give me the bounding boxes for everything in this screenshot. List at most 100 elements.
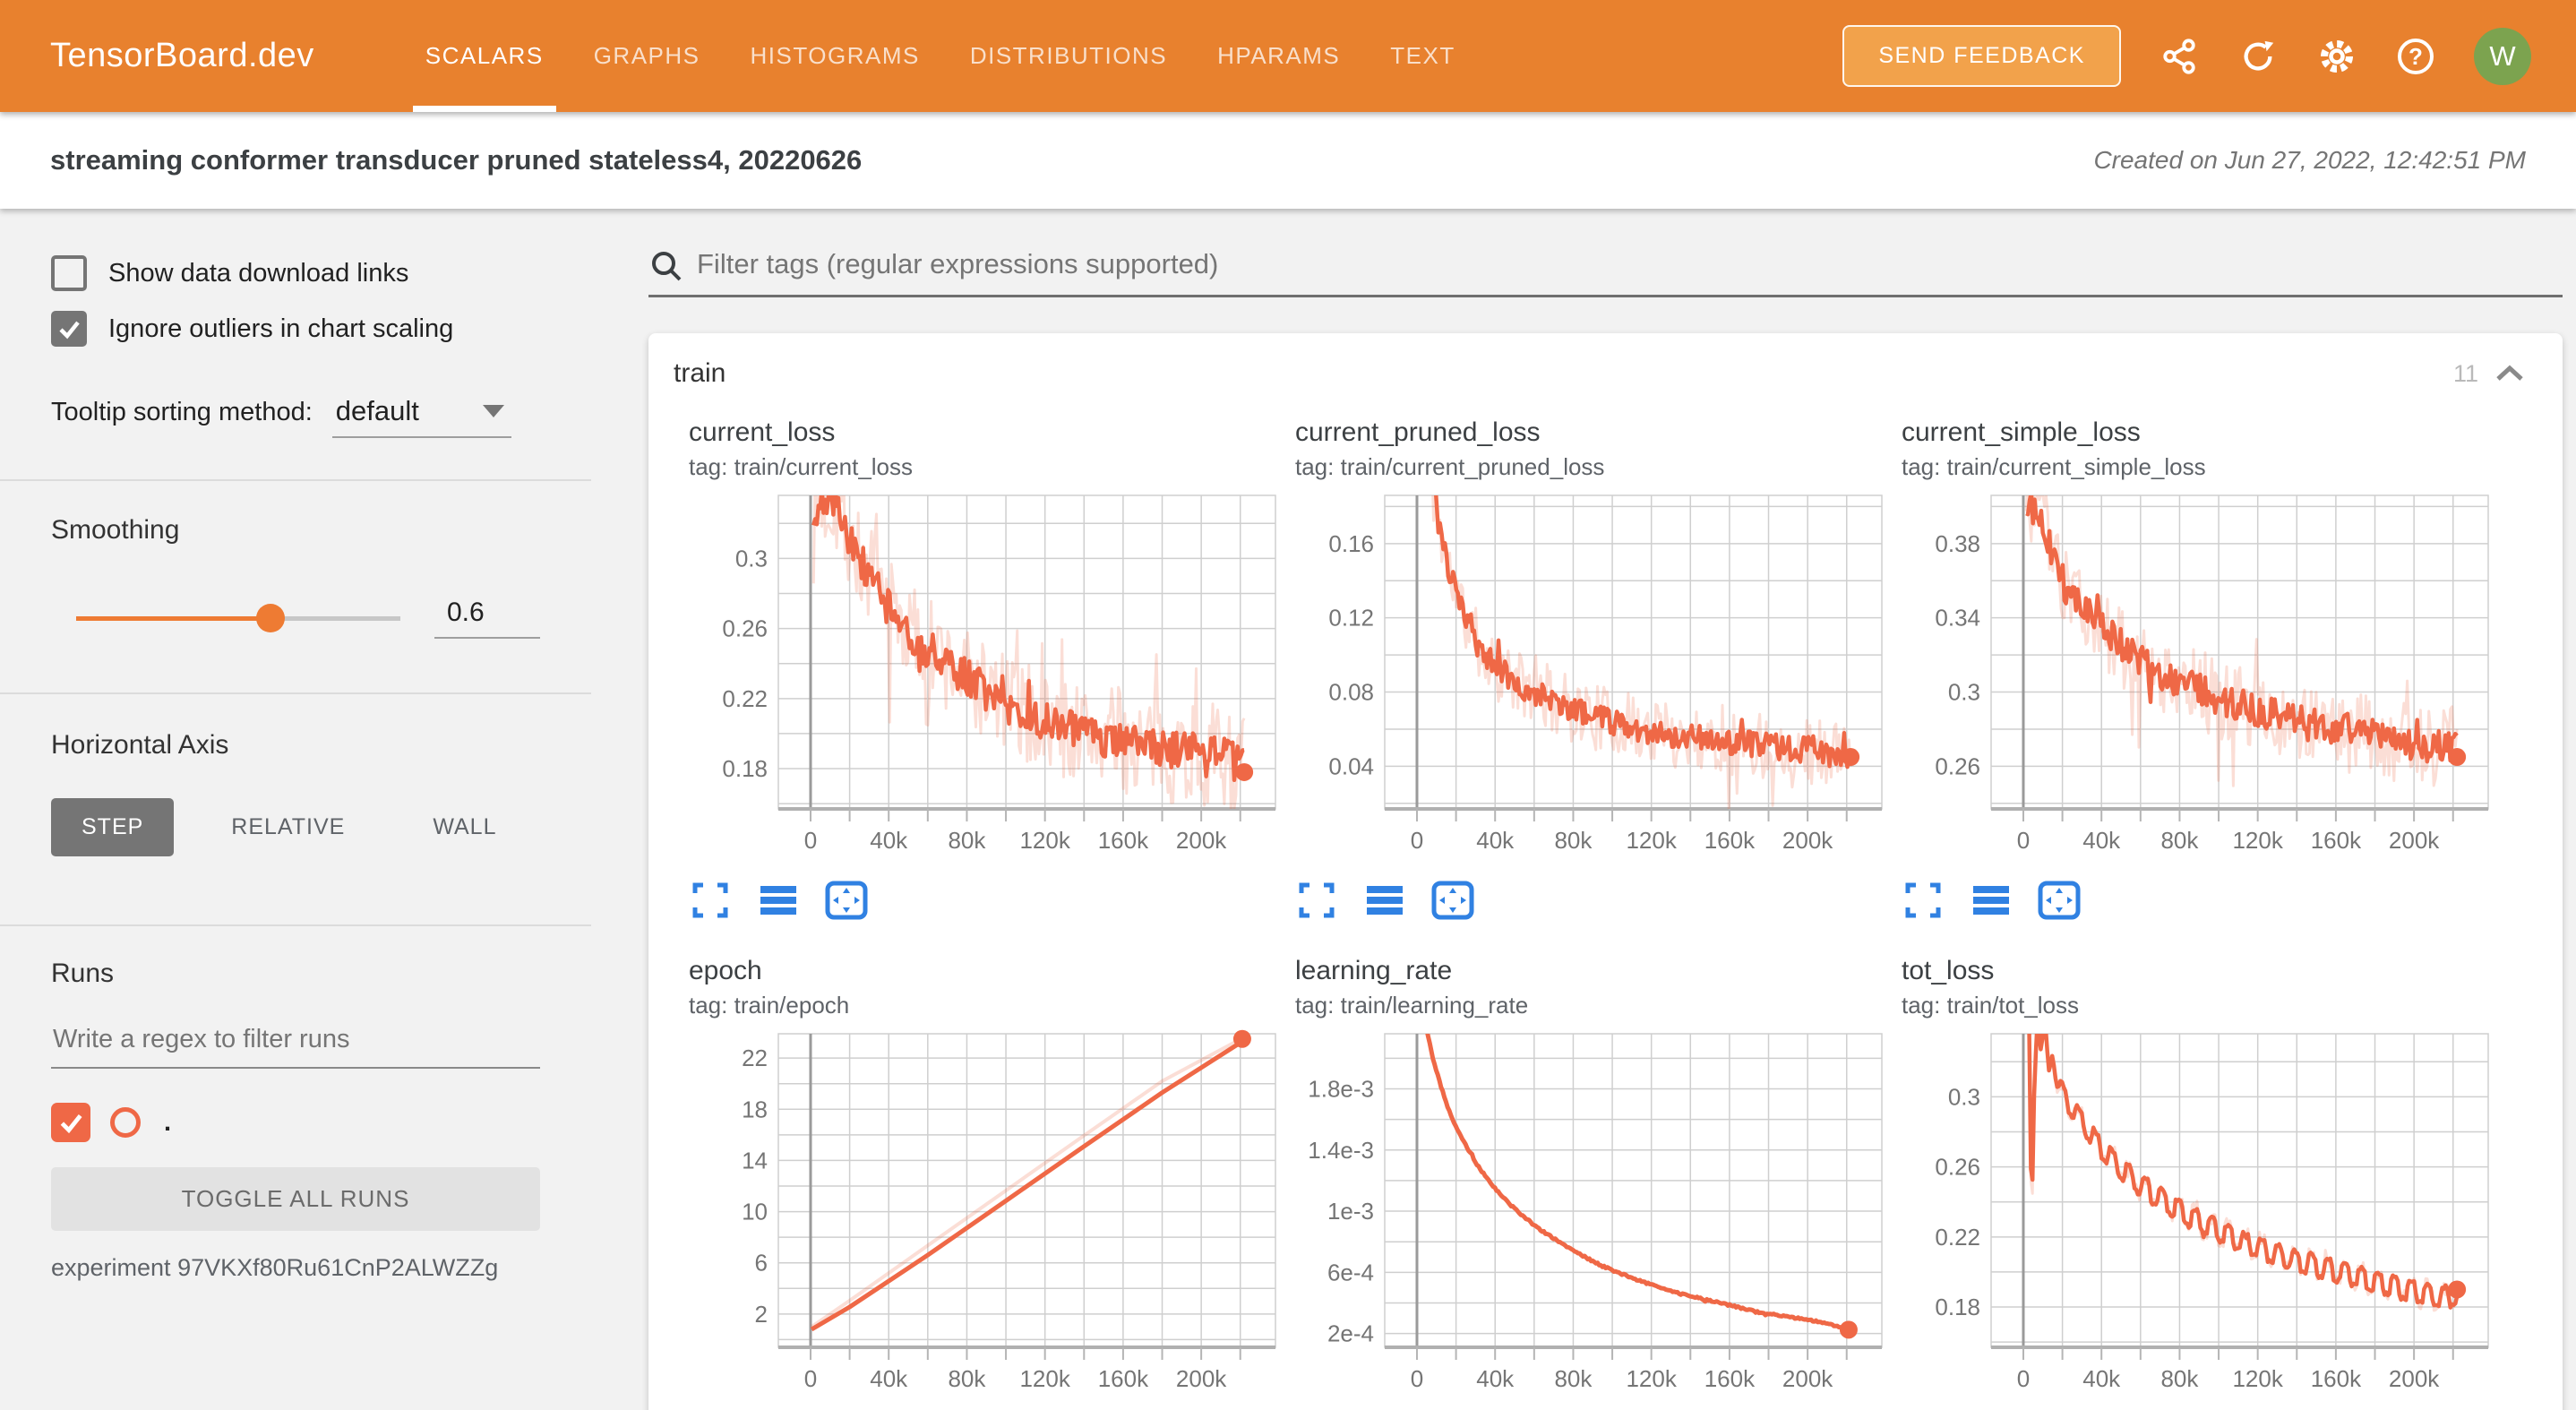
fullscreen-icon[interactable] [1902, 879, 1945, 922]
svg-text:0.22: 0.22 [722, 685, 768, 712]
tab-histograms[interactable]: HISTOGRAMS [750, 42, 920, 69]
tag-filter-bar [648, 248, 2563, 297]
svg-text:0.26: 0.26 [1935, 752, 1980, 779]
tag-group-collapse[interactable]: 11 [2453, 360, 2527, 388]
tab-distributions[interactable]: DISTRIBUTIONS [969, 42, 1168, 69]
svg-text:0.16: 0.16 [1328, 530, 1374, 557]
chart-plot[interactable]: 0.18 0.22 0.26 0.3 0 40k 80k 120k 160k 200k [689, 488, 1280, 860]
svg-text:80k: 80k [1554, 827, 1593, 854]
fit-domain-icon[interactable] [1431, 879, 1474, 922]
svg-text:0: 0 [2017, 1365, 2030, 1392]
toggle-all-runs-button[interactable]: TOGGLE ALL RUNS [51, 1167, 540, 1231]
svg-text:2: 2 [755, 1301, 768, 1328]
refresh-icon[interactable] [2237, 36, 2279, 77]
svg-text:200k: 200k [1782, 827, 1833, 854]
chart-toolbar [1295, 879, 1886, 922]
checkbox-unchecked[interactable] [51, 255, 87, 291]
smoothing-value[interactable]: 0.6 [434, 598, 540, 639]
runs-regex-input[interactable] [51, 1019, 540, 1069]
chart-plot[interactable]: 0.18 0.22 0.26 0.3 0 40k 80k 120k 160k 200k [1902, 1027, 2493, 1398]
svg-text:0.3: 0.3 [1948, 679, 1980, 706]
chart-plot[interactable]: 2e-4 6e-4 1e-3 1.4e-3 1.8e-3 0 40k 80k 120k 160k 2… [1295, 1027, 1886, 1398]
svg-text:6e-4: 6e-4 [1327, 1259, 1374, 1285]
chart-title: current_loss [689, 417, 836, 447]
data-table-icon[interactable] [1970, 879, 2013, 922]
fullscreen-icon[interactable] [1295, 879, 1338, 922]
chart-plot[interactable]: 0.04 0.08 0.12 0.16 0 40k 80k 120k 160k 200k [1295, 488, 1886, 860]
share-icon[interactable] [2159, 36, 2200, 77]
svg-text:0.22: 0.22 [1935, 1224, 1980, 1251]
axis-option-relative[interactable]: RELATIVE [201, 798, 375, 856]
fullscreen-icon[interactable] [689, 879, 732, 922]
scalars-dashboard: train 11 current_loss tag: train/current_… [591, 209, 2576, 1410]
chart-tag: tag: train/current_simple_loss [1902, 453, 2206, 480]
svg-text:200k: 200k [2389, 827, 2440, 854]
settings-icon[interactable] [2316, 36, 2357, 77]
chevron-up-icon [2496, 365, 2523, 381]
chart-toolbar [689, 879, 1280, 922]
data-table-icon[interactable] [1363, 879, 1406, 922]
svg-text:6: 6 [755, 1250, 768, 1277]
svg-text:0.3: 0.3 [1948, 1083, 1980, 1110]
svg-text:160k: 160k [1704, 1365, 1756, 1392]
svg-text:80k: 80k [2160, 827, 2199, 854]
svg-text:1.4e-3: 1.4e-3 [1308, 1137, 1374, 1164]
tag-group-count: 11 [2452, 359, 2478, 387]
svg-text:160k: 160k [1704, 827, 1756, 854]
svg-text:160k: 160k [1098, 827, 1149, 854]
svg-text:120k: 120k [1626, 1365, 1677, 1392]
svg-text:0.38: 0.38 [1935, 530, 1980, 557]
chart-card-learning_rate: learning_rate tag: train/learning_rate 2e-… [1295, 956, 1886, 1410]
chevron-down-icon [482, 405, 504, 417]
svg-text:18: 18 [742, 1096, 768, 1122]
tag-filter-input[interactable] [697, 248, 2563, 284]
svg-text:80k: 80k [948, 827, 986, 854]
svg-text:160k: 160k [2311, 1365, 2362, 1392]
tab-graphs[interactable]: GRAPHS [593, 42, 700, 69]
ignore-outliers-checkbox-row[interactable]: Ignore outliers in chart scaling [51, 311, 540, 347]
app-logo[interactable]: TensorBoard.dev [50, 37, 314, 74]
chart-tag: tag: train/tot_loss [1902, 992, 2079, 1019]
fit-domain-icon[interactable] [2038, 879, 2081, 922]
avatar[interactable]: W [2474, 27, 2531, 85]
checkbox-checked[interactable] [51, 311, 87, 347]
svg-text:80k: 80k [2160, 1365, 2199, 1392]
tooltip-sorting-select[interactable]: default [331, 395, 511, 438]
svg-text:200k: 200k [1176, 1365, 1227, 1392]
svg-text:40k: 40k [2082, 1365, 2121, 1392]
divider [0, 924, 591, 926]
svg-text:200k: 200k [1176, 827, 1227, 854]
run-checkbox-checked[interactable] [51, 1103, 90, 1142]
show-download-links-checkbox-row[interactable]: Show data download links [51, 255, 540, 291]
header-actions: SEND FEEDBACK ? W [1842, 0, 2531, 112]
send-feedback-button[interactable]: SEND FEEDBACK [1842, 25, 2121, 87]
svg-text:200k: 200k [1782, 1365, 1833, 1392]
svg-text:120k: 120k [1019, 1365, 1070, 1392]
chart-plot[interactable]: 2 6 10 14 18 22 0 40k 80k 120k 160k 200k [689, 1027, 1280, 1398]
checkbox-label: Ignore outliers in chart scaling [108, 314, 454, 343]
data-table-icon[interactable] [757, 879, 800, 922]
svg-text:40k: 40k [870, 827, 908, 854]
tab-hparams[interactable]: HPARAMS [1217, 42, 1341, 69]
svg-text:80k: 80k [948, 1365, 986, 1392]
axis-option-step[interactable]: STEP [51, 798, 175, 856]
svg-text:0: 0 [1411, 827, 1423, 854]
created-timestamp: Created on Jun 27, 2022, 12:42:51 PM [2093, 146, 2526, 174]
svg-text:2e-4: 2e-4 [1327, 1320, 1374, 1347]
svg-text:0.26: 0.26 [722, 615, 768, 642]
tab-scalars[interactable]: SCALARS [400, 0, 569, 112]
svg-text:40k: 40k [1476, 1365, 1515, 1392]
help-icon[interactable]: ? [2395, 36, 2436, 77]
tab-text[interactable]: TEXT [1390, 42, 1455, 69]
svg-text:80k: 80k [1554, 1365, 1593, 1392]
axis-option-wall[interactable]: WALL [402, 798, 527, 856]
run-list-item[interactable]: . [51, 1103, 540, 1142]
run-color-swatch[interactable] [110, 1107, 141, 1138]
chart-title: current_simple_loss [1902, 417, 2141, 447]
fit-domain-icon[interactable] [825, 879, 868, 922]
chart-plot[interactable]: 0.26 0.3 0.34 0.38 0 40k 80k 120k 160k 200k [1902, 488, 2493, 860]
slider-thumb[interactable] [256, 604, 286, 632]
smoothing-slider[interactable] [76, 604, 400, 632]
tag-group-header[interactable]: train 11 [648, 333, 2563, 408]
